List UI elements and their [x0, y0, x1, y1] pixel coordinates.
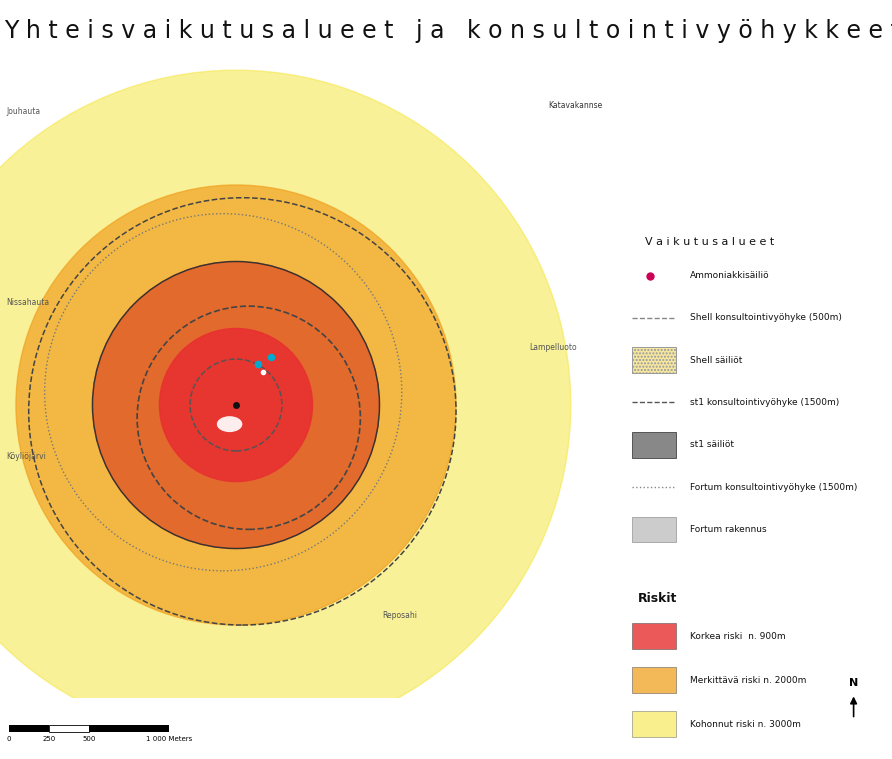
- Text: Jouhauta: Jouhauta: [6, 107, 40, 116]
- Text: st1 konsultointivyöhyke (1500m): st1 konsultointivyöhyke (1500m): [690, 398, 838, 407]
- Text: Kohonnut riski n. 3000m: Kohonnut riski n. 3000m: [690, 720, 800, 729]
- Text: Ammoniakkisäiliö: Ammoniakkisäiliö: [690, 271, 769, 280]
- Text: Fortum rakennus: Fortum rakennus: [690, 525, 766, 534]
- Circle shape: [93, 262, 379, 549]
- Text: 500: 500: [83, 736, 95, 742]
- Text: Katavakannse: Katavakannse: [549, 101, 603, 110]
- Ellipse shape: [217, 416, 243, 432]
- Circle shape: [16, 185, 456, 625]
- Text: st1 säiliöt: st1 säiliöt: [690, 440, 733, 449]
- Bar: [89, 725, 169, 732]
- Text: 0: 0: [6, 736, 12, 742]
- Text: Köyliöjärvi: Köyliöjärvi: [6, 452, 46, 461]
- Text: 1 000 Meters: 1 000 Meters: [146, 736, 193, 742]
- Text: Fortum konsultointivyöhyke (1500m): Fortum konsultointivyöhyke (1500m): [690, 483, 857, 492]
- Text: Y h t e i s v a i k u t u s a l u e e t   j a   k o n s u l t o i n t i v y ö h : Y h t e i s v a i k u t u s a l u e e t …: [4, 19, 892, 43]
- Text: Merkittävä riski n. 2000m: Merkittävä riski n. 2000m: [690, 676, 805, 685]
- Text: Riskit: Riskit: [638, 593, 677, 606]
- Bar: [632, 623, 676, 649]
- Text: 250: 250: [43, 736, 55, 742]
- Text: Reposahi: Reposahi: [383, 611, 417, 620]
- Text: Nissahauta: Nissahauta: [6, 298, 49, 307]
- Circle shape: [0, 70, 571, 740]
- Text: Korkea riski  n. 900m: Korkea riski n. 900m: [690, 631, 785, 641]
- Bar: [9, 725, 49, 732]
- Bar: [49, 725, 89, 732]
- Bar: [632, 517, 676, 543]
- Bar: [632, 348, 676, 373]
- Bar: [632, 432, 676, 458]
- Text: Lampelluoto: Lampelluoto: [529, 343, 577, 352]
- Bar: [632, 667, 676, 693]
- Text: V a i k u t u s a l u e e t: V a i k u t u s a l u e e t: [645, 237, 774, 247]
- Text: Shell konsultointivyöhyke (500m): Shell konsultointivyöhyke (500m): [690, 313, 841, 323]
- Circle shape: [160, 329, 312, 481]
- Bar: [632, 711, 676, 737]
- Text: Shell säiliöt: Shell säiliöt: [690, 356, 742, 364]
- Text: N: N: [849, 679, 858, 688]
